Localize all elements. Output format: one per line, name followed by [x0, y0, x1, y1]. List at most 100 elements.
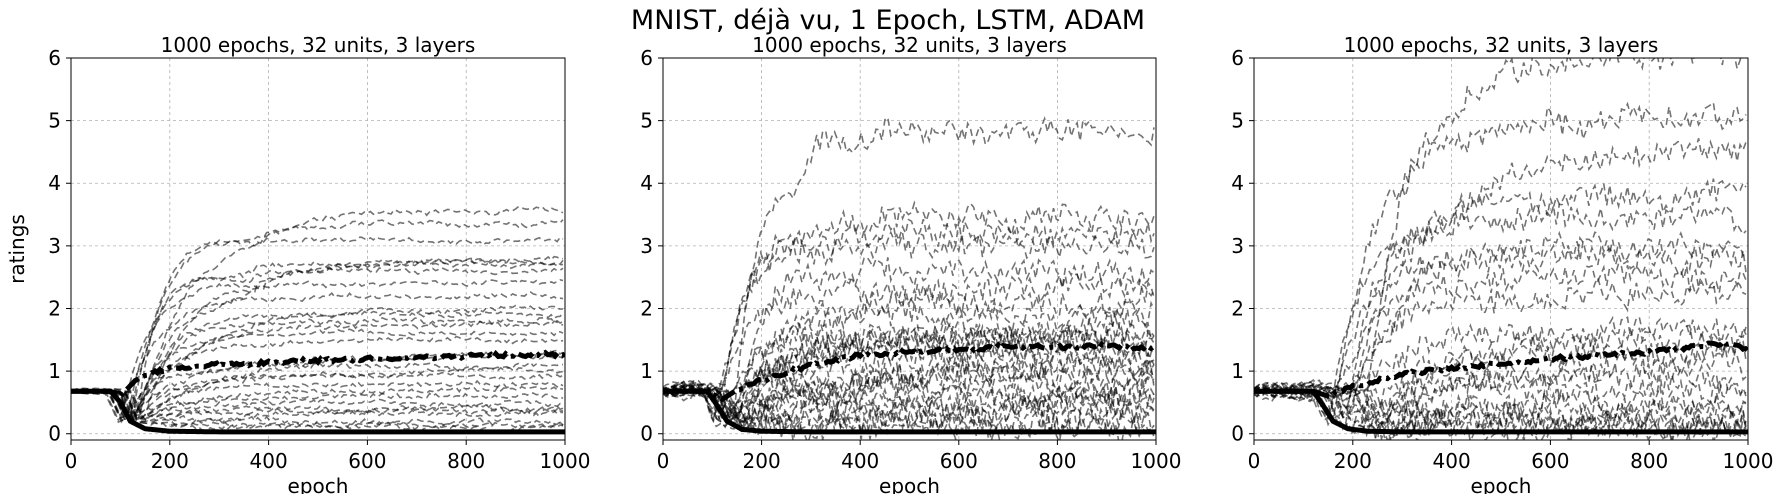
series-line-10 — [1254, 315, 1747, 427]
series-line-20 — [1254, 388, 1747, 440]
series-line-27 — [663, 390, 1155, 440]
series-line-1 — [663, 115, 1155, 418]
y-tick-label: 4 — [1231, 171, 1244, 195]
chart-panel-2: 0 200 400 600 800 1000 0 1 2 3 4 5 6 1000 epochs, 32 … — [640, 33, 1181, 494]
chart-panel-1: 0 200 400 600 800 1000 0 1 2 3 4 5 6 1000 epochs, 32 … — [5, 33, 590, 494]
series-line-21 — [1254, 386, 1747, 440]
series-line-7 — [1254, 241, 1747, 421]
series-line-26 — [663, 384, 1155, 440]
x-tick-label: 0 — [1248, 449, 1261, 473]
axes-frame — [662, 57, 1157, 441]
series-line-23 — [663, 382, 1155, 431]
x-axis-label: epoch — [1471, 474, 1532, 494]
series-line-2 — [71, 219, 564, 419]
y-tick-label: 6 — [48, 46, 61, 70]
series-line-6 — [71, 259, 564, 421]
plot-area — [1254, 58, 1748, 440]
series-line-5 — [1254, 202, 1747, 420]
series-line-9 — [71, 290, 564, 417]
y-axis-label: ratings — [5, 214, 29, 284]
y-tick-label: 0 — [48, 422, 61, 446]
series-line-5 — [71, 258, 564, 420]
series-line-5 — [663, 256, 1155, 422]
series-line-3 — [1254, 138, 1747, 417]
floor-series-line — [71, 388, 565, 435]
series-line-7 — [663, 282, 1155, 424]
series-line-24 — [71, 389, 564, 423]
y-tick-label: 5 — [640, 109, 653, 133]
series-line-20 — [71, 371, 564, 418]
series-line-4 — [1254, 178, 1747, 426]
figure-suptitle: MNIST, déjà vu, 1 Epoch, LSTM, ADAM — [631, 5, 1145, 36]
chart-title: 1000 epochs, 32 units, 3 layers — [1344, 33, 1659, 57]
chart-title: 1000 epochs, 32 units, 3 layers — [752, 33, 1067, 57]
series-line-10 — [71, 304, 564, 424]
x-tick-label: 800 — [1038, 449, 1076, 473]
x-tick-label: 600 — [940, 449, 978, 473]
series-line-18 — [1254, 381, 1747, 438]
series-line-10 — [663, 322, 1155, 421]
series-line-6 — [1254, 230, 1747, 416]
series-line-12 — [1254, 336, 1747, 425]
x-tick-label: 1000 — [1131, 449, 1182, 473]
series-line-21 — [71, 379, 564, 422]
series-line-4 — [71, 255, 563, 420]
series-line-13 — [71, 320, 564, 422]
series-line-28 — [71, 388, 564, 427]
series-line-19 — [71, 366, 564, 420]
x-axis-label: epoch — [879, 474, 940, 494]
floor-series-line — [1254, 388, 1748, 435]
x-tick-label: 800 — [1630, 449, 1668, 473]
series-line-15 — [663, 342, 1155, 426]
plot-area — [71, 205, 565, 435]
x-tick-label: 400 — [1433, 449, 1471, 473]
mean-series-line — [663, 340, 1156, 403]
x-tick-label: 800 — [447, 449, 485, 473]
series-line-26 — [71, 387, 563, 422]
y-tick-label: 3 — [640, 234, 653, 258]
series-line-2 — [1254, 101, 1747, 416]
series-line-15 — [1254, 368, 1747, 420]
series-line-25 — [71, 390, 564, 424]
y-tick-label: 2 — [640, 296, 653, 320]
series-line-12 — [663, 321, 1155, 418]
series-line-4 — [663, 230, 1155, 420]
y-tick-label: 6 — [1231, 46, 1244, 70]
y-tick-label: 3 — [1231, 234, 1244, 258]
y-tick-label: 2 — [1231, 296, 1244, 320]
x-axis-label: epoch — [288, 474, 349, 494]
x-tick-label: 600 — [348, 449, 386, 473]
series-line-15 — [71, 335, 564, 424]
series-line-6 — [663, 273, 1155, 424]
y-tick-label: 4 — [640, 171, 653, 195]
series-line-8 — [663, 298, 1155, 418]
y-tick-label: 0 — [640, 422, 653, 446]
x-tick-label: 200 — [743, 449, 781, 473]
floor-series-line — [663, 388, 1156, 435]
x-tick-label: 200 — [1334, 449, 1372, 473]
series-line-18 — [663, 360, 1155, 428]
x-tick-label: 0 — [65, 449, 78, 473]
x-tick-label: 600 — [1531, 449, 1569, 473]
series-line-16 — [1254, 380, 1747, 430]
y-tick-label: 6 — [640, 46, 653, 70]
series-line-8 — [1254, 261, 1747, 418]
x-tick-label: 200 — [151, 449, 189, 473]
chart-title: 1000 epochs, 32 units, 3 layers — [161, 33, 476, 57]
mean-series-line — [71, 349, 565, 400]
x-tick-label: 400 — [841, 449, 879, 473]
plot-area — [663, 115, 1156, 440]
axes-frame — [70, 57, 566, 441]
y-tick-label: 5 — [48, 109, 61, 133]
series-line-7 — [71, 266, 564, 420]
y-tick-label: 3 — [48, 234, 61, 258]
y-tick-label: 0 — [1231, 422, 1244, 446]
series-line-3 — [663, 218, 1155, 423]
series-line-19 — [663, 364, 1155, 420]
chart-panel-3: 0 200 400 600 800 1000 0 1 2 3 4 5 6 1000 epochs, 32 … — [1231, 33, 1773, 494]
series-line-14 — [71, 328, 564, 420]
y-tick-label: 5 — [1231, 109, 1244, 133]
series-line-14 — [663, 335, 1155, 415]
